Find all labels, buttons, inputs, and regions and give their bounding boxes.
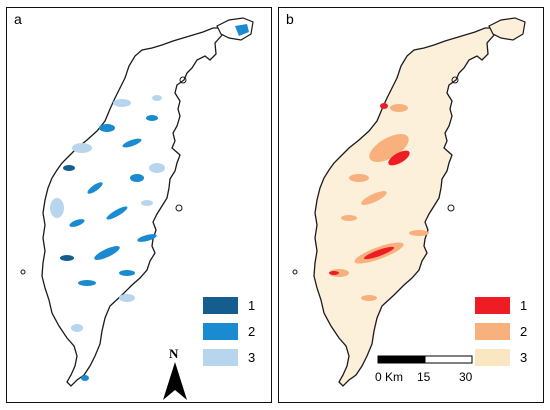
island-outline-a	[41, 27, 224, 387]
islet-a-2	[175, 204, 183, 212]
islet-b-3	[451, 76, 459, 84]
legend-row-b-1: 1	[475, 295, 528, 321]
legend-swatch-b-3	[475, 349, 510, 366]
map-panel-b: b 1 2	[278, 7, 544, 403]
northern-island-b	[488, 17, 526, 41]
legend-label-b-1: 1	[520, 298, 528, 313]
islet-b-1	[292, 269, 298, 275]
legend-label-a-1: 1	[248, 298, 256, 313]
island-map-b	[292, 17, 526, 387]
legend-b: 1 2 3	[475, 295, 528, 373]
legend-label-a-3: 3	[248, 350, 256, 365]
island-outline-b	[313, 27, 496, 387]
legend-swatch-a-3	[203, 349, 238, 366]
scale-bar: 0 Km 15 30	[375, 354, 473, 394]
legend-swatch-b-2	[475, 323, 510, 340]
legend-row-a-1: 1	[203, 295, 256, 321]
wetland-patches-a	[50, 95, 165, 381]
legend-row-b-2: 2	[475, 321, 528, 347]
panel-label-b: b	[286, 11, 294, 27]
north-arrow: N	[163, 346, 187, 402]
legend-row-b-3: 3	[475, 347, 528, 373]
islet-a-1	[20, 269, 26, 275]
suitability-patches-b	[329, 103, 429, 301]
island-map-a	[20, 17, 254, 387]
northern-water-a	[235, 24, 249, 36]
legend-label-a-2: 2	[248, 324, 256, 339]
north-arrow-icon	[163, 362, 187, 400]
legend-row-a-2: 2	[203, 321, 256, 347]
scale-label-mid: 15	[417, 370, 431, 384]
legend-swatch-a-1	[203, 297, 238, 314]
legend-label-b-2: 2	[520, 324, 528, 339]
scale-label-end: 30	[459, 370, 473, 384]
legend-swatch-a-2	[203, 323, 238, 340]
legend-a: 1 2 3	[203, 295, 256, 373]
islet-a-3	[179, 76, 187, 84]
legend-row-a-3: 3	[203, 347, 256, 373]
legend-label-b-3: 3	[520, 350, 528, 365]
panel-label-a: a	[14, 11, 22, 27]
scale-bar-graphic	[377, 355, 473, 364]
northern-island-a	[216, 17, 254, 41]
legend-swatch-b-1	[475, 297, 510, 314]
map-panel-a: a	[6, 7, 272, 403]
scale-label-start: 0 Km	[375, 370, 404, 384]
islet-b-2	[447, 204, 455, 212]
north-arrow-label: N	[169, 346, 179, 361]
